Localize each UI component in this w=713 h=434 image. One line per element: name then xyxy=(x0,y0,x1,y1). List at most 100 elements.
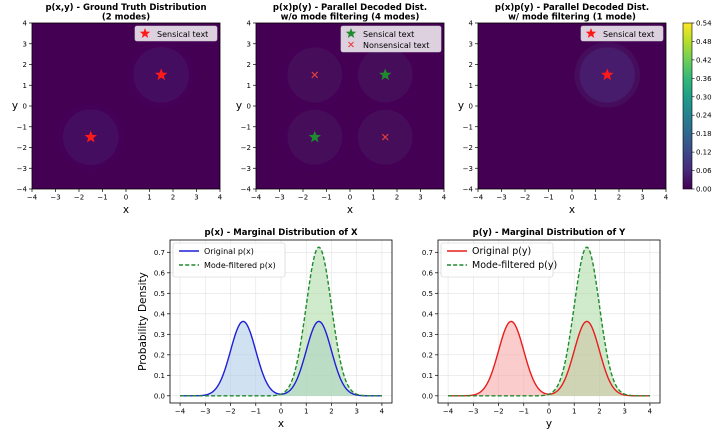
x-tick-label: −1 xyxy=(543,194,553,202)
x-tick-label: −4 xyxy=(175,408,186,416)
legend: Sensical text Nonsensical text xyxy=(340,25,442,53)
series-area-1 xyxy=(180,247,382,396)
plot-area xyxy=(256,23,444,189)
y-ticks: −4 −3 −2 −1 0 1 2 3 4 xyxy=(241,20,256,194)
x-tick-label: −4 xyxy=(443,408,454,416)
y-tick-label: 0.3 xyxy=(154,331,165,339)
marker-cross-2 xyxy=(311,71,319,79)
x-tick-label: 4 xyxy=(442,194,447,202)
chart-title: p(x)p(y) - Parallel Decoded Dist. xyxy=(495,3,649,13)
x-tick-label: −3 xyxy=(496,194,506,202)
y-ticks: 0.0 0.1 0.2 0.3 0.4 0.5 0.6 0.7 xyxy=(422,249,438,400)
y-tick-label: 0.1 xyxy=(422,372,433,380)
y-tick-label: 0.7 xyxy=(422,249,433,257)
legend-marker-0 xyxy=(585,28,597,38)
legend-box xyxy=(580,25,664,42)
x-tick-label: 1 xyxy=(304,408,308,416)
legend-marker-0 xyxy=(345,28,357,38)
colorbar-gradient xyxy=(682,22,693,190)
y-tick-label: 0.5 xyxy=(154,290,165,298)
y-tick-label: −2 xyxy=(241,144,251,152)
y-tick-label: −4 xyxy=(17,186,28,194)
plot-area xyxy=(32,23,220,189)
x-tick-label: 1 xyxy=(371,194,375,202)
legend-label: Mode-filtered p(x) xyxy=(204,261,276,270)
x-tick-label: 2 xyxy=(171,194,175,202)
marker-star-0 xyxy=(379,68,392,81)
x-tick-label: −1 xyxy=(321,194,331,202)
y-axis-label: y xyxy=(458,100,464,112)
legend-box xyxy=(134,25,218,42)
colorbar-tick-label: 0.24 xyxy=(696,112,712,120)
y-tick-label: −2 xyxy=(17,144,27,152)
legend-label: Sensical text xyxy=(157,30,208,39)
y-tick-label: 0.7 xyxy=(154,249,165,257)
y-tick-label: 0 xyxy=(247,103,251,111)
x-tick-label: −3 xyxy=(200,408,210,416)
x-tick-label: −1 xyxy=(251,408,261,416)
series-line-1 xyxy=(180,246,382,397)
x-tick-label: 4 xyxy=(218,194,223,202)
x-tick-label: 0 xyxy=(570,194,574,202)
x-tick-label: −2 xyxy=(74,194,84,202)
x-tick-label: 0 xyxy=(279,408,283,416)
background xyxy=(478,23,666,189)
line-chart-margx: −4 −3 −2 −1 0 1 2 3 4 0.0 0.1 0.2 0.3 0.4 0.5 0.6 0.7 x Pr… xyxy=(137,228,393,430)
x-tick-label: −3 xyxy=(274,194,284,202)
y-tick-label: 0.3 xyxy=(422,331,433,339)
colorbar-tick-label: 0.12 xyxy=(696,149,712,157)
y-tick-label: −1 xyxy=(463,123,473,131)
colorbar-tick-label: 0.48 xyxy=(696,38,712,46)
x-tick-label: 2 xyxy=(597,408,601,416)
marker-star-0 xyxy=(155,68,168,81)
y-tick-label: −3 xyxy=(463,165,473,173)
y-tick-label: 4 xyxy=(469,20,474,28)
chart-title: p(x) - Marginal Distribution of X xyxy=(204,228,357,238)
y-tick-label: 4 xyxy=(23,20,28,28)
x-tick-label: 1 xyxy=(572,408,576,416)
x-tick-label: 0 xyxy=(348,194,352,202)
x-tick-label: 4 xyxy=(380,408,385,416)
y-tick-label: 1 xyxy=(23,82,27,90)
marker-star-0 xyxy=(601,68,614,81)
legend-label: Original p(x) xyxy=(204,247,254,256)
x-tick-label: −2 xyxy=(225,408,235,416)
y-tick-label: −4 xyxy=(463,186,474,194)
x-tick-label: 0 xyxy=(124,194,128,202)
colorbar-tick-label: 0.30 xyxy=(696,93,712,101)
y-tick-label: 0.0 xyxy=(154,392,165,400)
x-ticks: −4 −3 −2 −1 0 1 2 3 4 xyxy=(473,189,669,202)
x-tick-label: 2 xyxy=(617,194,621,202)
heatmap-joint: −4 −3 −2 −1 0 1 2 3 4 −4 −3 −2 −1 0 1 2 3 4 x y p(x,y) - Gro… xyxy=(12,3,223,216)
legend-label: Sensical text xyxy=(603,30,654,39)
x-axis-label: x xyxy=(347,204,353,216)
y-tick-label: 4 xyxy=(247,20,252,28)
colorbar-tick-label: 0.00 xyxy=(696,186,712,194)
x-tick-label: −1 xyxy=(519,408,529,416)
legend-label: Original p(y) xyxy=(472,246,531,257)
colorbar-tick-label: 0.18 xyxy=(696,130,712,138)
y-tick-label: 3 xyxy=(23,40,27,48)
x-tick-label: 2 xyxy=(395,194,399,202)
x-ticks: −4 −3 −2 −1 0 1 2 3 4 xyxy=(251,189,447,202)
chart-subtitle: w/o mode filtering (4 modes) xyxy=(281,13,420,23)
marker-star-1 xyxy=(84,130,97,143)
x-tick-label: −2 xyxy=(493,408,503,416)
legend-label: Mode-filtered p(y) xyxy=(472,260,557,271)
x-axis-label: x xyxy=(569,204,575,216)
x-tick-label: −1 xyxy=(97,194,107,202)
chart-title: p(x,y) - Ground Truth Distribution xyxy=(45,3,206,13)
y-tick-label: 3 xyxy=(247,40,251,48)
colorbar: 0.00 0.06 0.12 0.18 0.24 0.30 0.36 0.42 0.48 0.54 xyxy=(682,20,712,194)
x-ticks: −4 −3 −2 −1 0 1 2 3 4 xyxy=(27,189,223,202)
x-ticks: −4 −3 −2 −1 0 1 2 3 4 xyxy=(443,403,653,416)
x-axis-label: y xyxy=(546,418,552,430)
y-axis-label: Probability Density xyxy=(137,272,149,371)
y-tick-label: 1 xyxy=(469,82,473,90)
legend-label: Sensical text xyxy=(363,30,414,39)
x-tick-label: −4 xyxy=(27,194,38,202)
plot-area xyxy=(478,23,666,189)
y-tick-label: 1 xyxy=(247,82,251,90)
x-tick-label: 3 xyxy=(418,194,422,202)
